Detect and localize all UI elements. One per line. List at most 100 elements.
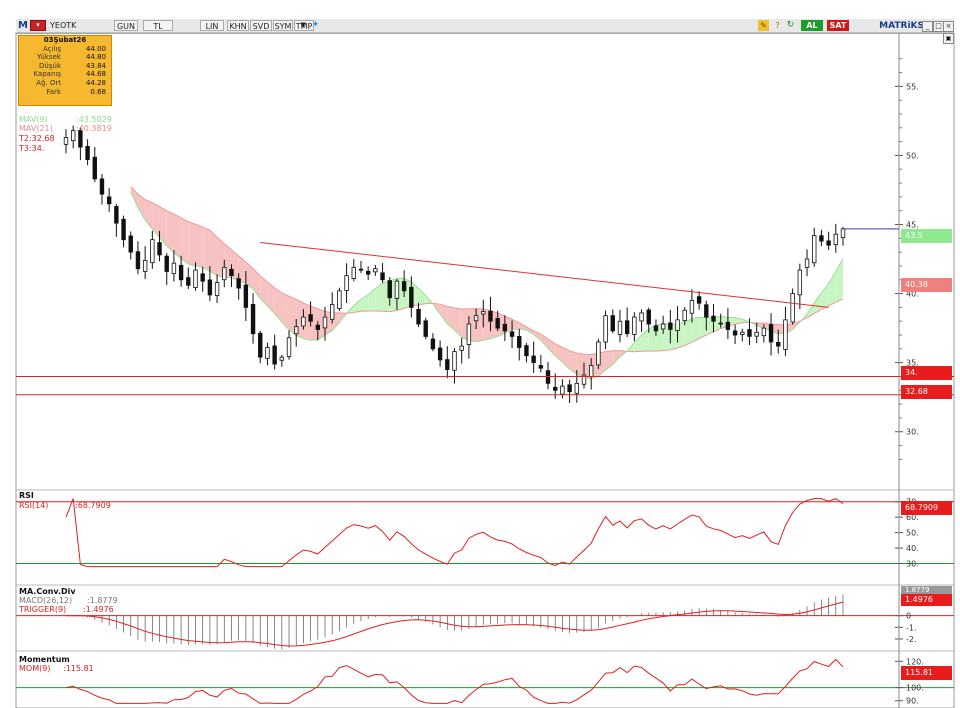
candle-body — [193, 269, 198, 288]
candle-body — [236, 278, 241, 289]
candle-body — [416, 308, 421, 325]
candle-body — [272, 345, 277, 365]
ma-band-fill — [548, 339, 556, 356]
candle-body — [668, 322, 673, 330]
info-label: Düşük — [39, 61, 61, 70]
price-tick-label: 55. — [906, 82, 919, 91]
price-tick-label: 40. — [906, 290, 919, 299]
ma-band-fill — [569, 350, 577, 375]
candle-body — [639, 312, 644, 322]
candle-body — [409, 286, 414, 308]
candle-body — [142, 260, 148, 272]
ma-band-fill — [152, 202, 160, 238]
toolbar-button-gun[interactable]: GUN — [114, 20, 138, 31]
ma-band-fill — [706, 317, 714, 335]
t3-price-label: 34. — [901, 366, 952, 380]
candle-body — [358, 268, 364, 271]
symbol-field[interactable]: YEOTK — [50, 21, 77, 30]
rsi-legend: RSI(14) :68.7909 — [19, 501, 111, 510]
candle-body — [747, 329, 752, 337]
sell-button[interactable]: SAT — [827, 20, 849, 31]
candle-body — [704, 304, 709, 318]
twitter-icon[interactable]: ✦ — [311, 20, 320, 30]
rsi-line — [65, 498, 844, 568]
price-tick-label: 30. — [906, 428, 919, 437]
ma-band-fill — [634, 334, 642, 352]
candle-body — [322, 316, 328, 329]
candle-body — [373, 268, 378, 273]
ma-band-fill — [440, 304, 448, 324]
candle-body — [517, 335, 522, 348]
ma-band-fill — [418, 288, 426, 305]
toolbar-button-sym[interactable]: SYM — [273, 20, 293, 31]
candle-body — [70, 130, 76, 142]
candle-body — [243, 284, 249, 308]
info-row: Yüksek 44.80 — [19, 53, 111, 62]
candle-body — [538, 365, 544, 369]
candle-body — [804, 258, 810, 268]
t3-legend: T3:34. — [19, 144, 45, 153]
momentum-title: Momentum — [19, 655, 70, 664]
momentum-badge: 115.81 — [901, 666, 952, 680]
ma-band-fill — [267, 281, 275, 314]
ma-band-fill — [181, 217, 189, 264]
mav9-price-label: 43.5 — [901, 229, 952, 243]
candle-body — [265, 347, 270, 359]
macd-badge: 1.4976 — [901, 594, 952, 606]
ma-band-fill — [368, 288, 376, 312]
ma-band-fill — [303, 302, 311, 341]
close-icon[interactable]: × — [943, 21, 954, 32]
candle-body — [812, 235, 817, 264]
info-row: Kapanış 44.68 — [19, 70, 111, 79]
candle-body — [337, 290, 342, 309]
buy-button[interactable]: AL — [801, 20, 823, 31]
info-label: Fark — [46, 87, 61, 96]
candle-body — [797, 269, 803, 296]
candle-body — [819, 235, 824, 242]
candle-body — [92, 156, 97, 180]
toolbar-button-khn[interactable]: KHN — [227, 20, 249, 31]
dropdown-arrow-icon[interactable]: ▼ — [300, 21, 306, 29]
ma-band-fill — [166, 210, 174, 253]
candle-body — [329, 304, 335, 320]
toolbar-button-tl[interactable]: TL — [143, 20, 173, 31]
info-value: 0.68 — [90, 87, 106, 96]
candle-body — [696, 296, 702, 304]
toolbar-button-tmp[interactable]: TMP — [294, 20, 314, 31]
candle-body — [473, 315, 479, 322]
toolbar-button-lin[interactable]: LIN — [200, 20, 224, 31]
candle-body — [509, 331, 515, 337]
candle-body — [776, 341, 781, 347]
ma-band-fill — [260, 276, 268, 307]
trigger-label: TRIGGER(9) — [19, 605, 67, 614]
candle-body — [675, 319, 680, 331]
ma-band-fill — [540, 334, 549, 349]
candle-body — [653, 325, 659, 332]
ma-band-fill — [137, 194, 146, 221]
ma-band-fill — [188, 221, 196, 266]
toolbar-button-svd[interactable]: SVD — [250, 20, 272, 31]
brand-logo: MATRiKS — [879, 21, 924, 31]
candle-body — [164, 255, 169, 272]
minimize-icon[interactable]: _ — [922, 21, 933, 32]
mav9-line — [130, 191, 844, 380]
symbol-dropdown-icon[interactable]: ▾ — [30, 20, 46, 31]
mav21-line — [130, 186, 844, 356]
refresh-icon[interactable]: ↻ — [786, 20, 795, 30]
candle-body — [445, 359, 450, 370]
ma-band-fill — [281, 292, 290, 330]
candle-body — [344, 275, 349, 291]
candle-body — [135, 251, 141, 270]
ma-band-fill — [454, 307, 462, 338]
info-value: 43.84 — [85, 61, 106, 70]
candle-body — [279, 356, 285, 361]
mav9-label: MAV(9) — [19, 115, 48, 124]
candle-body — [294, 326, 299, 335]
candle-body — [632, 316, 637, 335]
macd-pane: 0 -1. -2. — [16, 594, 954, 650]
info-icon[interactable]: ? — [775, 21, 780, 30]
info-row: Ağ. Ort 44.28 — [19, 79, 111, 88]
candle-body — [833, 233, 839, 245]
info-row: Açılış 44.00 — [19, 45, 111, 54]
pencil-icon[interactable]: ✎ — [758, 20, 769, 31]
